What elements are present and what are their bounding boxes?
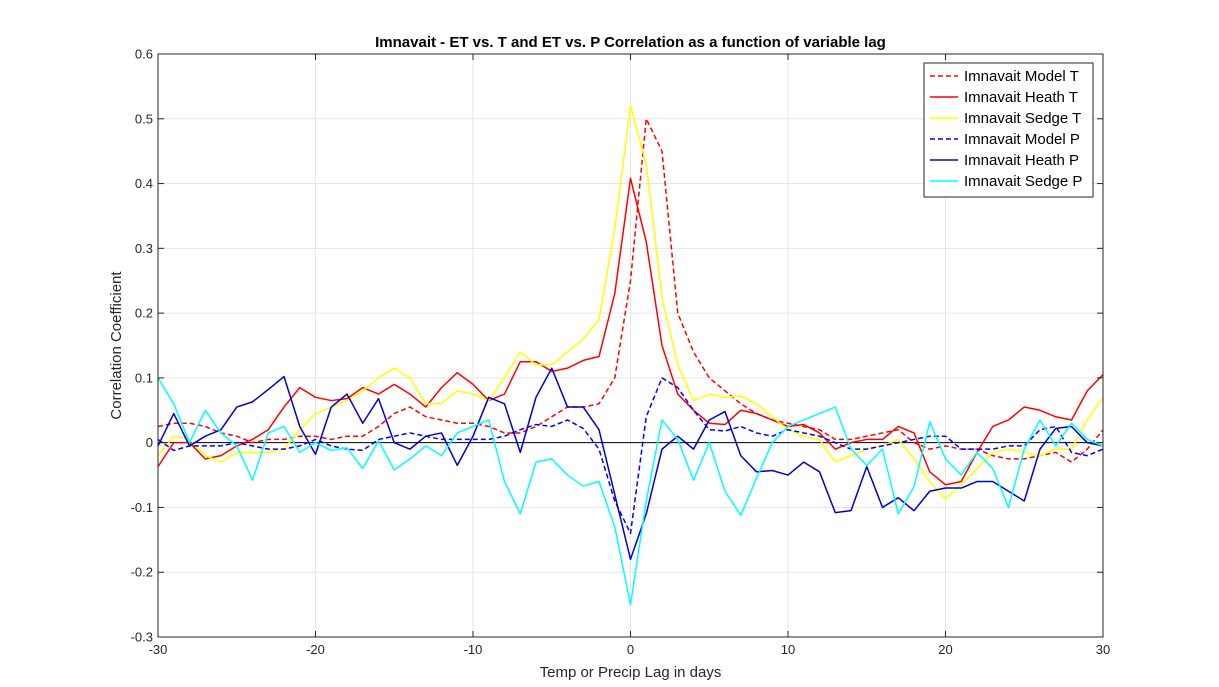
x-tick-label: 30 bbox=[1096, 642, 1110, 657]
y-tick-label: 0 bbox=[146, 435, 153, 450]
series-line-imnavait-heath-p bbox=[157, 367, 1104, 561]
legend-label: Imnavait Model P bbox=[964, 131, 1080, 148]
x-axis-label: Temp or Precip Lag in days bbox=[540, 664, 722, 681]
y-tick-label: 0.4 bbox=[135, 176, 153, 191]
x-tick-label: -20 bbox=[306, 642, 325, 657]
y-tick-label: -0.1 bbox=[131, 500, 153, 515]
series-line-imnavait-heath-t bbox=[157, 177, 1104, 486]
y-tick-label: -0.3 bbox=[131, 630, 153, 645]
x-tick-label: 20 bbox=[938, 642, 952, 657]
ticks bbox=[157, 53, 1104, 638]
legend: Imnavait Model T Imnavait Heath T Imnavait… bbox=[923, 62, 1094, 198]
legend-label: Imnavait Model T bbox=[964, 68, 1079, 85]
tick-labels: -30 -20 -10 0 10 20 30 -0.3 -0.2 -0.1 0 0.1 0.2 0.3 0.… bbox=[131, 47, 1111, 658]
legend-label: Imnavait Sedge P bbox=[964, 173, 1082, 190]
y-tick-label: 0.2 bbox=[135, 306, 153, 321]
legend-label: Imnavait Heath T bbox=[964, 89, 1078, 106]
chart-title: Imnavait - ET vs. T and ET vs. P Correla… bbox=[375, 34, 886, 51]
legend-box bbox=[923, 62, 1094, 198]
series-line-imnavait-sedge-p bbox=[157, 377, 1104, 606]
y-tick-label: 0.5 bbox=[135, 111, 153, 126]
y-tick-label: 0.1 bbox=[135, 370, 153, 385]
y-tick-label: 0.6 bbox=[135, 47, 153, 62]
legend-label: Imnavait Sedge T bbox=[964, 110, 1081, 127]
series-line-imnavait-sedge-t bbox=[157, 105, 1104, 500]
series-line-imnavait-model-p bbox=[157, 377, 1104, 535]
series-group bbox=[157, 105, 1104, 606]
y-tick-label: -0.2 bbox=[131, 565, 153, 580]
x-tick-label: -30 bbox=[149, 642, 168, 657]
legend-label: Imnavait Heath P bbox=[964, 152, 1079, 169]
y-tick-label: 0.3 bbox=[135, 241, 153, 256]
x-tick-label: 0 bbox=[627, 642, 634, 657]
series-line-imnavait-model-t bbox=[157, 118, 1104, 463]
x-tick-label: 10 bbox=[781, 642, 795, 657]
y-axis-label: Correlation Coefficient bbox=[108, 271, 125, 420]
x-tick-label: -10 bbox=[464, 642, 483, 657]
